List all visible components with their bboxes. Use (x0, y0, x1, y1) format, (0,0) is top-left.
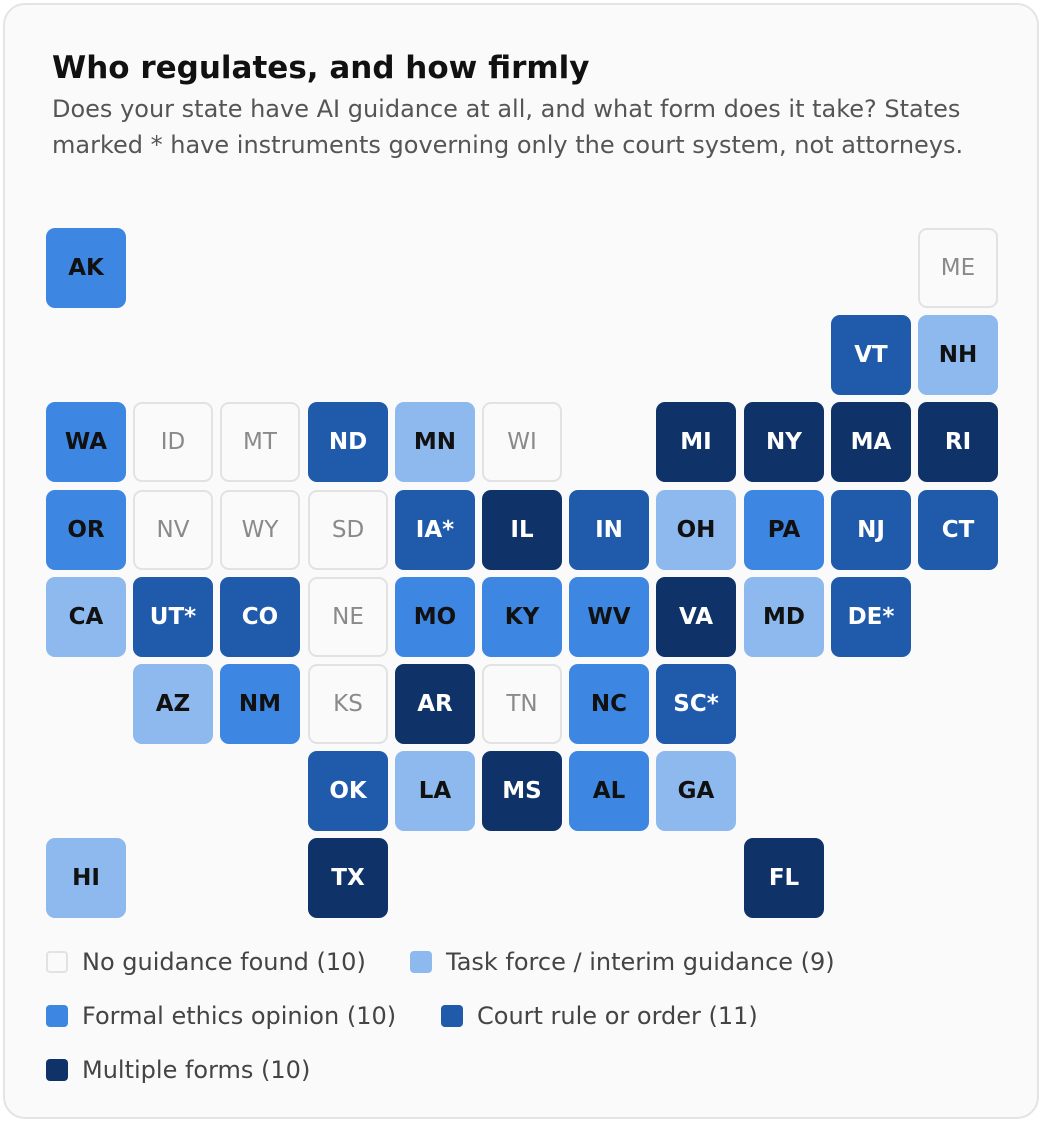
state-tile-wi: WI (482, 402, 562, 482)
state-tile-nc: NC (569, 664, 649, 744)
chart-title: Who regulates, and how firmly (52, 50, 590, 86)
chart-subtitle: Does your state have AI guidance at all,… (52, 95, 964, 159)
legend-item: Formal ethics opinion (10) (46, 1002, 396, 1030)
state-tile-me: ME (918, 228, 998, 308)
legend-label: Court rule or order (11) (477, 1002, 758, 1030)
state-tile-ct: CT (918, 490, 998, 570)
legend-label: Formal ethics opinion (10) (82, 1002, 397, 1030)
state-tile-nv: NV (133, 490, 213, 570)
legend-swatch (410, 951, 432, 973)
legend-item: Multiple forms (10) (46, 1056, 310, 1084)
state-tile-ga: GA (656, 751, 736, 831)
state-tile-tx: TX (308, 838, 388, 918)
state-tile-nj: NJ (831, 490, 911, 570)
state-tile-nh: NH (918, 315, 998, 395)
state-tile-vt: VT (831, 315, 911, 395)
state-tile-ri: RI (918, 402, 998, 482)
state-tile-co: CO (220, 577, 300, 657)
state-tile-ok: OK (308, 751, 388, 831)
legend-item: Task force / interim guidance (9) (410, 948, 835, 976)
state-tile-nd: ND (308, 402, 388, 482)
legend-label: Multiple forms (10) (82, 1056, 311, 1084)
legend-item: Court rule or order (11) (441, 1002, 758, 1030)
state-tile-ms: MS (482, 751, 562, 831)
state-tile-wa: WA (46, 402, 126, 482)
legend-swatch (46, 1005, 68, 1027)
state-tile-ny: NY (744, 402, 824, 482)
state-tile-mo: MO (395, 577, 475, 657)
state-tile-sd: SD (308, 490, 388, 570)
state-tile-ar: AR (395, 664, 475, 744)
state-tile-tn: TN (482, 664, 562, 744)
state-tile-sc: SC* (656, 664, 736, 744)
state-tile-pa: PA (744, 490, 824, 570)
state-tile-ne: NE (308, 577, 388, 657)
state-tile-md: MD (744, 577, 824, 657)
state-tile-mt: MT (220, 402, 300, 482)
state-tile-va: VA (656, 577, 736, 657)
state-tile-in: IN (569, 490, 649, 570)
state-tile-oh: OH (656, 490, 736, 570)
state-tile-mi: MI (656, 402, 736, 482)
state-tile-al: AL (569, 751, 649, 831)
legend-swatch (46, 1059, 68, 1081)
state-tile-il: IL (482, 490, 562, 570)
legend-label: Task force / interim guidance (9) (446, 948, 835, 976)
legend-item: No guidance found (10) (46, 948, 366, 976)
state-tile-wy: WY (220, 490, 300, 570)
state-tile-nm: NM (220, 664, 300, 744)
state-tile-or: OR (46, 490, 126, 570)
state-tile-ca: CA (46, 577, 126, 657)
state-tile-hi: HI (46, 838, 126, 918)
state-tile-ks: KS (308, 664, 388, 744)
legend-swatch (46, 951, 68, 973)
state-tile-fl: FL (744, 838, 824, 918)
legend-label: No guidance found (10) (82, 948, 366, 976)
state-tile-az: AZ (133, 664, 213, 744)
state-tile-ma: MA (831, 402, 911, 482)
state-tile-ak: AK (46, 228, 126, 308)
legend-swatch (441, 1005, 463, 1027)
state-tile-ky: KY (482, 577, 562, 657)
state-tile-ut: UT* (133, 577, 213, 657)
state-tile-la: LA (395, 751, 475, 831)
state-tile-ia: IA* (395, 490, 475, 570)
state-tile-id: ID (133, 402, 213, 482)
state-tile-mn: MN (395, 402, 475, 482)
state-tile-wv: WV (569, 577, 649, 657)
state-tile-de: DE* (831, 577, 911, 657)
